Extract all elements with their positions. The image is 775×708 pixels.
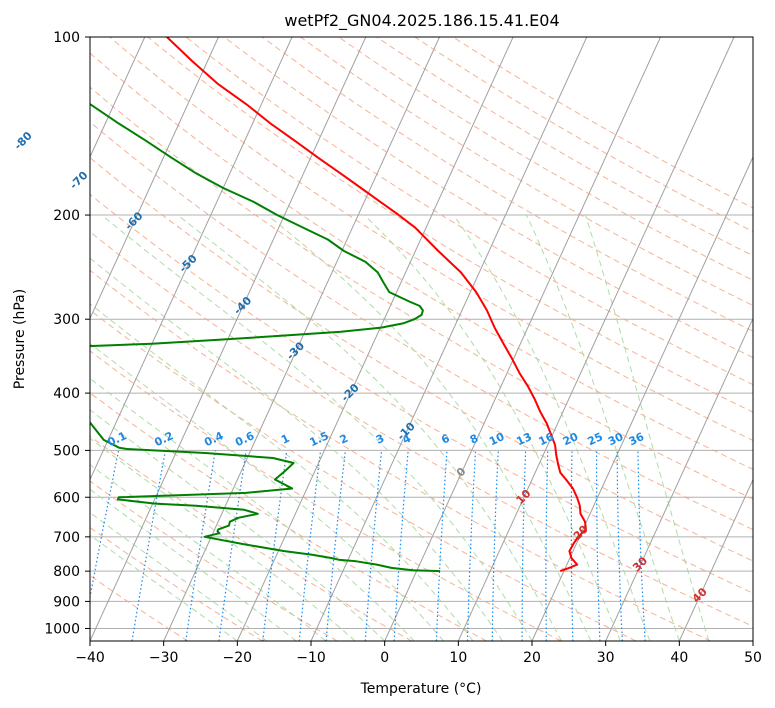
x-tick-label: 50	[744, 650, 762, 666]
x-axis-title: Temperature (°C)	[360, 681, 482, 697]
mixing-ratio-label: 30	[606, 430, 626, 448]
y-tick-label: 500	[53, 443, 80, 459]
moist-adiabats	[90, 214, 710, 641]
moist-adiabat-line	[525, 214, 680, 641]
chart-title: wetPf2_GN04.2025.186.15.41.E04	[284, 11, 559, 31]
y-tick-label: 200	[53, 208, 80, 224]
x-tick-label: 20	[523, 650, 541, 666]
dry-adiabat-line	[90, 269, 711, 641]
isotherm-line	[384, 37, 661, 641]
temperature-profile-line	[166, 37, 587, 573]
mixing-ratio-label: 20	[561, 430, 581, 448]
mixing-ratio-line	[218, 450, 247, 641]
dry-adiabat-line	[376, 37, 753, 257]
mixing-ratio-line	[185, 450, 216, 641]
mixing-ratio-line	[90, 450, 120, 601]
x-tick-label: −10	[296, 650, 326, 666]
dry-adiabat-line	[147, 37, 753, 413]
dewpoint-profile-line	[90, 102, 441, 573]
dry-adiabat-line	[90, 350, 562, 641]
dry-adiabat-line	[223, 37, 753, 359]
y-tick-label: 800	[53, 564, 80, 580]
x-tick-label: 30	[597, 650, 615, 666]
moist-adiabat-line	[90, 534, 238, 641]
x-axis-ticks: −40 −30 −20 −10 0 10 20 30 40 50	[75, 641, 762, 666]
dry-adiabat-line	[185, 37, 753, 386]
dry-adiabat-line	[452, 37, 753, 209]
moist-adiabat-line	[90, 257, 503, 641]
moist-adiabat-line	[90, 511, 268, 641]
moist-adiabat-line	[90, 488, 297, 641]
y-tick-label: 900	[53, 594, 80, 610]
x-tick-label: 10	[449, 650, 467, 666]
dry-adiabat-line	[90, 526, 263, 641]
x-tick-label: −40	[75, 650, 105, 666]
x-tick-label: −20	[223, 650, 253, 666]
dry-adiabat-line	[300, 37, 753, 307]
moist-adiabat-line	[177, 214, 562, 641]
mixing-ratio-label: 16	[537, 430, 557, 448]
line-labels: -100-90-80-70-60-50-40-30-20-1000.10.20.…	[12, 129, 710, 605]
isotherm-line	[90, 37, 146, 159]
moist-adiabat-line	[453, 214, 651, 641]
moist-adiabat-line	[90, 464, 327, 641]
x-tick-label: 40	[670, 650, 688, 666]
moist-adiabat-line	[363, 214, 621, 641]
isotherm-line	[236, 37, 514, 641]
dry-adiabat-line	[90, 309, 637, 641]
dry-adiabat-line	[109, 37, 753, 442]
y-tick-label: 300	[53, 312, 80, 328]
mixing-ratio-label: 13	[514, 430, 533, 448]
plot-area	[90, 37, 753, 641]
dry-adiabat-line	[90, 392, 487, 641]
dry-adiabat-line	[90, 121, 753, 531]
moist-adiabat-line	[90, 377, 415, 641]
y-tick-label: 600	[53, 490, 80, 506]
dry-adiabat-line	[338, 37, 753, 281]
moist-adiabat-line	[267, 214, 592, 641]
isotherm-line	[163, 37, 440, 641]
y-tick-label: 1000	[44, 621, 80, 637]
isotherm-line	[605, 317, 753, 641]
plot-frame	[89, 36, 754, 642]
mixing-ratio-label: 25	[586, 430, 605, 448]
mixing-ratio-lines	[90, 450, 646, 641]
x-tick-label: 0	[380, 650, 389, 666]
isotherm-line	[457, 37, 735, 641]
isotherm-line	[310, 37, 588, 641]
sounding-profiles	[90, 37, 587, 573]
y-tick-label: 100	[53, 30, 80, 46]
mixing-ratio-line	[262, 450, 288, 641]
isotherm-line	[678, 478, 753, 641]
y-tick-label: 700	[53, 530, 80, 546]
isotherm-line	[531, 155, 753, 641]
mixing-ratio-label: 36	[627, 430, 647, 448]
dry-adiabat-line	[414, 37, 753, 233]
y-tick-label: 400	[53, 386, 80, 402]
moist-adiabat-line	[90, 303, 474, 641]
moist-adiabat-line	[90, 342, 444, 641]
skewed-isotherms	[90, 37, 753, 641]
x-tick-label: −30	[149, 650, 179, 666]
dry-adiabat-line	[262, 37, 753, 332]
isotherm-line	[90, 37, 219, 320]
isotherm-line	[90, 37, 293, 481]
mixing-ratio-line	[131, 450, 166, 641]
mixing-ratio-label: 10	[487, 430, 507, 448]
moist-adiabat-line	[584, 214, 710, 641]
moist-adiabat-line	[101, 214, 533, 641]
y-axis-ticks: 100 200 300 400 500 600 700 800 900 1000	[44, 30, 90, 637]
dry-adiabat-line	[90, 480, 338, 641]
y-axis-title: Pressure (hPa)	[12, 289, 28, 389]
